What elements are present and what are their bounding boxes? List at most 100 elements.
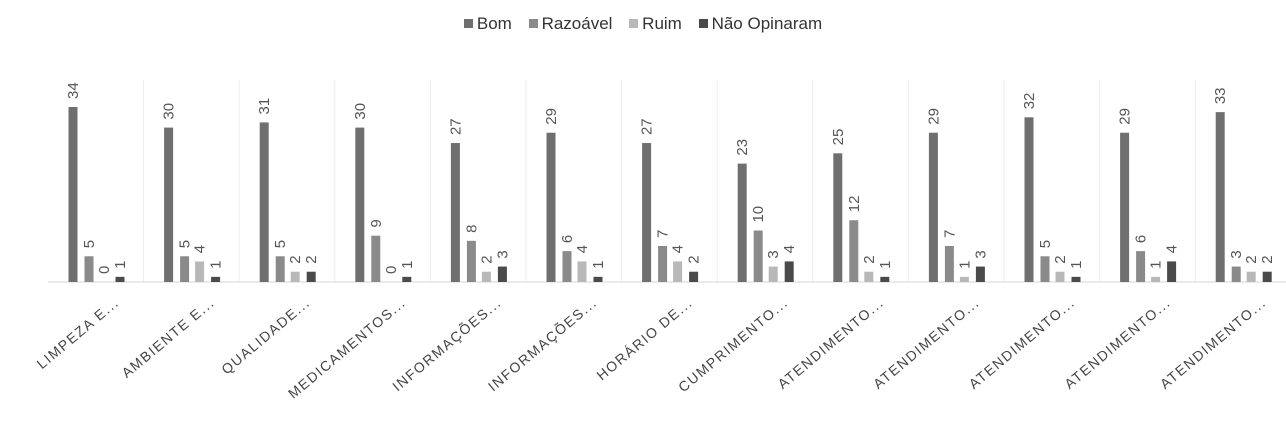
bar-1	[259, 122, 269, 282]
legend-item-razoavel: Razoável	[528, 14, 613, 34]
bar-2	[1136, 251, 1146, 282]
data-label: 3	[972, 250, 989, 258]
data-label: 6	[559, 235, 576, 243]
legend-label-ruim: Ruim	[642, 14, 682, 33]
chart-legend: Bom Razoável Ruim Não Opinaram	[0, 14, 1286, 34]
legend-swatch-bom	[463, 19, 473, 28]
category-label: ATENDIMENTO...	[870, 294, 982, 392]
data-label: 1	[399, 261, 416, 269]
category-label: ATENDIMENTO...	[1157, 294, 1269, 392]
data-label: 25	[830, 129, 847, 146]
data-label: 27	[447, 118, 464, 135]
legend-swatch-ruim	[629, 19, 639, 28]
data-label: 30	[161, 103, 178, 120]
data-label: 23	[734, 139, 751, 156]
category-label: HORÁRIO DE...	[593, 294, 695, 383]
bar-4	[784, 261, 794, 282]
category-label: LIMPEZA E...	[33, 294, 121, 372]
data-label: 10	[750, 206, 767, 223]
bar-3	[959, 276, 969, 282]
bar-4	[689, 271, 699, 282]
bar-3	[768, 266, 778, 282]
bar-2	[466, 240, 476, 282]
data-label: 12	[846, 196, 863, 213]
data-label: 27	[639, 118, 656, 135]
bar-1	[355, 127, 365, 283]
data-label: 2	[1052, 255, 1069, 263]
data-label: 3	[1228, 250, 1245, 258]
bar-4	[880, 276, 890, 282]
bar-2	[275, 256, 285, 282]
bar-4	[1071, 276, 1081, 282]
legend-swatch-nao-opinaram	[698, 19, 708, 28]
data-label: 1	[1148, 261, 1165, 269]
bar-2	[1231, 266, 1241, 282]
data-label: 1	[877, 261, 894, 269]
data-label: 5	[1037, 240, 1054, 248]
data-label: 2	[303, 255, 320, 263]
data-label: 29	[543, 108, 560, 125]
data-label: 0	[383, 266, 400, 274]
bar-2	[180, 256, 190, 282]
bar-4	[497, 266, 507, 282]
bar-3	[481, 271, 491, 282]
bar-3	[290, 271, 300, 282]
legend-label-nao-opinaram: Não Opinaram	[711, 14, 823, 33]
bar-4	[115, 276, 125, 282]
bar-4	[211, 276, 221, 282]
bar-3	[577, 261, 587, 282]
bar-3	[1151, 276, 1161, 282]
bar-2	[849, 220, 859, 282]
data-label: 2	[861, 255, 878, 263]
bar-3	[1246, 271, 1256, 282]
bar-1	[68, 107, 78, 282]
data-label: 32	[1021, 93, 1038, 110]
data-label: 2	[1243, 255, 1260, 263]
bar-1	[1024, 117, 1034, 282]
bar-4	[1167, 261, 1177, 282]
data-label: 9	[368, 219, 385, 227]
bar-4	[306, 271, 316, 282]
data-label: 1	[590, 261, 607, 269]
category-label: ATENDIMENTO...	[966, 294, 1078, 392]
data-label: 1	[1068, 261, 1085, 269]
data-label: 2	[1259, 255, 1276, 263]
data-label: 3	[494, 250, 511, 258]
category-label: ATENDIMENTO...	[1061, 294, 1173, 392]
bar-1	[737, 163, 747, 282]
bar-4	[1262, 271, 1272, 282]
bar-4	[402, 276, 412, 282]
data-label: 1	[956, 261, 973, 269]
data-label: 4	[1164, 245, 1181, 253]
legend-label-bom: Bom	[476, 14, 512, 33]
bar-3	[1055, 271, 1065, 282]
data-label: 4	[781, 245, 798, 253]
legend-item-bom: Bom	[463, 14, 512, 34]
data-label: 7	[655, 230, 672, 238]
bar-2	[371, 235, 381, 282]
bar-2	[944, 245, 954, 282]
bar-3	[195, 261, 205, 282]
category-label: ATENDIMENTO...	[774, 294, 886, 392]
bar-2	[753, 230, 763, 282]
bar-1	[164, 127, 174, 283]
data-label: 8	[463, 224, 480, 232]
category-label: INFORMAÇÕES...	[485, 294, 600, 394]
bar-1	[1215, 112, 1225, 282]
bar-1	[642, 143, 652, 282]
legend-label-razoavel: Razoável	[541, 14, 613, 33]
bar-1	[928, 132, 938, 282]
bar-1	[450, 143, 460, 282]
data-label: 0	[96, 266, 113, 274]
legend-item-nao-opinaram: Não Opinaram	[698, 14, 823, 34]
data-label: 2	[478, 255, 495, 263]
bar-2	[84, 256, 94, 282]
bar-3	[864, 271, 874, 282]
bar-2	[1040, 256, 1050, 282]
data-label: 34	[65, 82, 82, 99]
category-label: AMBIENTE E...	[118, 294, 217, 381]
data-label: 7	[941, 230, 958, 238]
bar-4	[593, 276, 603, 282]
data-label: 33	[1212, 87, 1229, 104]
data-label: 4	[670, 245, 687, 253]
